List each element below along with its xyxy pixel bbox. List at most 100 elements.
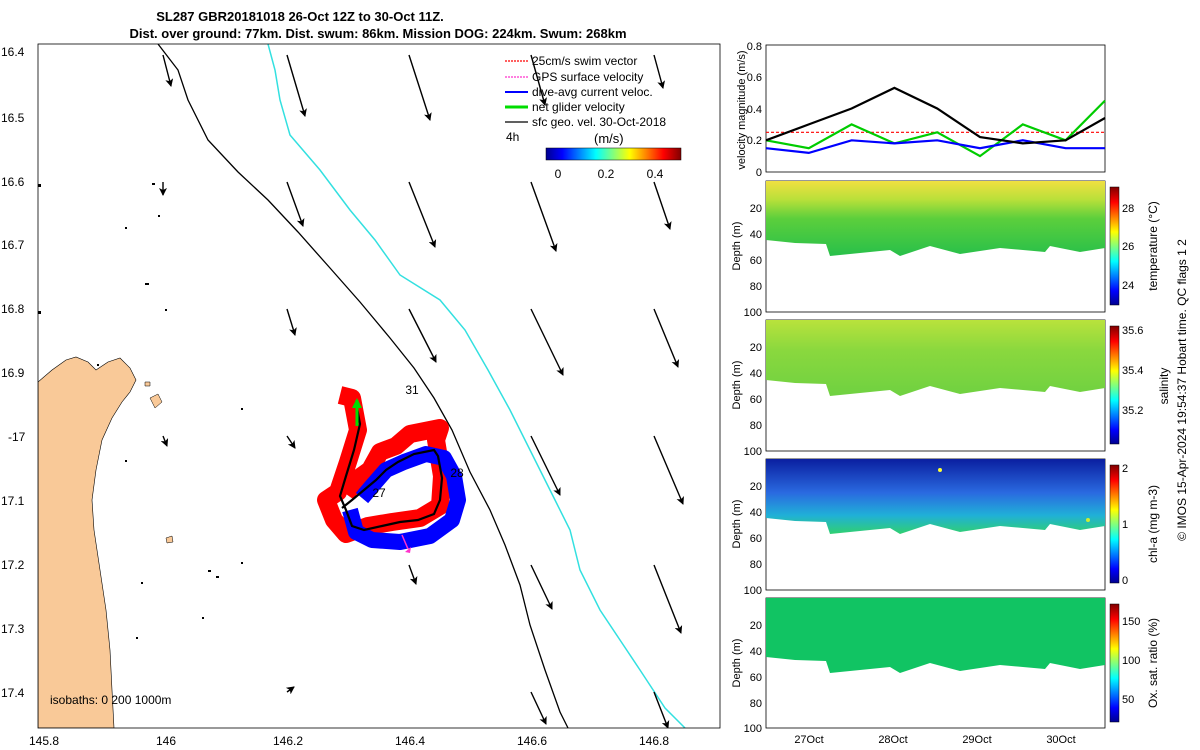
chlorophyll-panel: 2 1 0 chl-a (mg m-3) Depth (m) 20 40 60 … bbox=[731, 458, 1160, 597]
temp-ytick: 40 bbox=[750, 229, 762, 241]
time-xtick: 30Oct bbox=[1046, 734, 1075, 746]
map-legend: 25cm/s swim vector GPS surface velocity … bbox=[505, 54, 682, 181]
legend-label-gps: GPS surface velocity bbox=[532, 70, 643, 84]
figure-title-line2: Dist. over ground: 77km. Dist. swum: 86k… bbox=[129, 26, 626, 41]
map-ytick: 16.7 bbox=[1, 238, 25, 252]
velocity-panel: 0 0.2 0.4 0.6 0.8 velocity magnitude (m/… bbox=[736, 41, 1106, 179]
salinity-cbar-ticks: 35.6 35.4 35.2 bbox=[1122, 325, 1143, 417]
vel-ytick: 0 bbox=[756, 167, 762, 179]
velocity-series-line bbox=[765, 86, 1106, 145]
map-panel: 31 28 27 isobaths: 0 200 1000m 25cm/s sw… bbox=[1, 43, 721, 748]
ox-ytick: 100 bbox=[744, 723, 762, 735]
chl-ytick: 80 bbox=[750, 559, 762, 571]
velocity-series-line bbox=[765, 99, 1106, 158]
sal-cbar-tick: 35.4 bbox=[1122, 365, 1143, 377]
salinity-ylabel: Depth (m) bbox=[731, 361, 743, 410]
chlorophyll-field bbox=[766, 459, 1105, 534]
legend-label-current: dive-avg current veloc. bbox=[532, 85, 653, 99]
salinity-field bbox=[766, 320, 1105, 396]
salinity-y-ticks: 20 40 60 80 100 bbox=[744, 342, 762, 458]
swim-vector-swath bbox=[317, 386, 451, 543]
chl-cbar-tick: 0 bbox=[1122, 575, 1128, 587]
ox-ytick: 60 bbox=[750, 672, 762, 684]
colorbar-unit-label: (m/s) bbox=[594, 131, 624, 146]
chlorophyll-colorbar bbox=[1109, 464, 1120, 584]
isobath-1000m bbox=[267, 44, 686, 728]
map-ytick: 16.5 bbox=[1, 111, 25, 125]
ox-ytick: 40 bbox=[750, 646, 762, 658]
oxygen-y-ticks: 20 40 60 80 100 bbox=[744, 620, 762, 735]
legend-label-net: net glider velocity bbox=[532, 100, 625, 114]
map-xtick: 146.2 bbox=[273, 734, 303, 748]
map-xtick: 146 bbox=[156, 734, 176, 748]
map-xtick: 146.4 bbox=[395, 734, 425, 748]
map-ytick: 17.3 bbox=[1, 622, 25, 636]
salinity-panel: 35.6 35.4 35.2 salinity Depth (m) 20 40 … bbox=[731, 319, 1171, 458]
chl-cbar-tick: 1 bbox=[1122, 519, 1128, 531]
day-label-27: 27 bbox=[372, 486, 386, 500]
day-label-28: 28 bbox=[450, 466, 464, 480]
legend-label-geo: sfc geo. vel. 30-Oct-2018 bbox=[532, 115, 666, 129]
land-mass bbox=[38, 356, 137, 728]
oxygen-panel: 150 100 50 Ox. sat. ratio (%) Depth (m) … bbox=[731, 597, 1160, 746]
map-ytick: 16.6 bbox=[1, 175, 25, 189]
vel-ytick: 0.4 bbox=[747, 104, 762, 116]
vel-ytick: 0.2 bbox=[747, 135, 762, 147]
map-ytick: 17.2 bbox=[1, 558, 25, 572]
chl-ytick: 60 bbox=[750, 533, 762, 545]
colorbar-tick-0: 0 bbox=[555, 167, 562, 181]
time-xtick: 28Oct bbox=[878, 734, 907, 746]
temp-ytick: 60 bbox=[750, 255, 762, 267]
temp-cbar-tick: 26 bbox=[1122, 241, 1134, 253]
map-background bbox=[38, 44, 720, 728]
legend-item-geo: sfc geo. vel. 30-Oct-2018 bbox=[505, 115, 666, 129]
colorbar-tick-1: 0.2 bbox=[598, 167, 615, 181]
temp-ytick: 80 bbox=[750, 281, 762, 293]
chl-ytick: 20 bbox=[750, 481, 762, 493]
island bbox=[149, 393, 163, 409]
sal-cbar-tick: 35.6 bbox=[1122, 325, 1143, 337]
vel-ytick: 0.8 bbox=[747, 41, 762, 53]
colorbar-tick-2: 0.4 bbox=[647, 167, 664, 181]
oxygen-ylabel: Depth (m) bbox=[731, 639, 743, 688]
velocity-ylabel: velocity magnitude (m/s) bbox=[736, 50, 748, 169]
gps-arrowhead bbox=[405, 547, 411, 553]
chl-hotspot bbox=[1086, 518, 1090, 522]
sal-ytick: 80 bbox=[750, 420, 762, 432]
footer-credit: © IMOS 15-Apr-2024 19:54:37 Hobart time.… bbox=[1175, 239, 1189, 541]
temp-ytick: 20 bbox=[750, 203, 762, 215]
temperature-cbar-label: temperature (°C) bbox=[1146, 201, 1160, 291]
map-ytick: 16.9 bbox=[1, 366, 25, 380]
velocity-y-ticks: 0 0.2 0.4 0.6 0.8 bbox=[747, 41, 762, 179]
legend-interval: 4h bbox=[506, 130, 519, 144]
map-ytick: 16.4 bbox=[1, 45, 25, 59]
salinity-colorbar bbox=[1109, 325, 1120, 445]
velocity-series bbox=[765, 86, 1106, 158]
vel-ytick: 0.6 bbox=[747, 72, 762, 84]
temperature-y-ticks: 20 40 60 80 100 bbox=[744, 203, 762, 319]
chl-hotspot bbox=[938, 468, 942, 472]
island bbox=[144, 381, 151, 387]
time-xtick: 27Oct bbox=[794, 734, 823, 746]
chlorophyll-cbar-label: chl-a (mg m-3) bbox=[1146, 485, 1160, 563]
map-frame bbox=[37, 43, 721, 729]
map-colorbar bbox=[545, 147, 682, 161]
oxygen-colorbar bbox=[1109, 603, 1120, 723]
legend-item-current: dive-avg current veloc. bbox=[505, 85, 653, 99]
legend-item-swim: 25cm/s swim vector bbox=[505, 54, 637, 68]
map-ytick: 17.4 bbox=[1, 686, 25, 700]
sal-ytick: 100 bbox=[744, 446, 762, 458]
chl-cbar-tick: 2 bbox=[1122, 463, 1128, 475]
sal-cbar-tick: 35.2 bbox=[1122, 405, 1143, 417]
oxygen-cbar-ticks: 150 100 50 bbox=[1122, 616, 1140, 706]
map-xtick: 146.6 bbox=[517, 734, 547, 748]
ox-cbar-tick: 100 bbox=[1122, 655, 1140, 667]
salinity-cbar-label: salinity bbox=[1157, 368, 1171, 405]
legend-label-swim: 25cm/s swim vector bbox=[532, 54, 637, 68]
chlorophyll-y-ticks: 20 40 60 80 100 bbox=[744, 481, 762, 597]
temperature-cbar-ticks: 28 26 24 bbox=[1122, 203, 1134, 292]
oxygen-cbar-label: Ox. sat. ratio (%) bbox=[1146, 618, 1160, 708]
chlorophyll-cbar-ticks: 2 1 0 bbox=[1122, 463, 1128, 587]
map-xtick: 145.8 bbox=[29, 734, 59, 748]
